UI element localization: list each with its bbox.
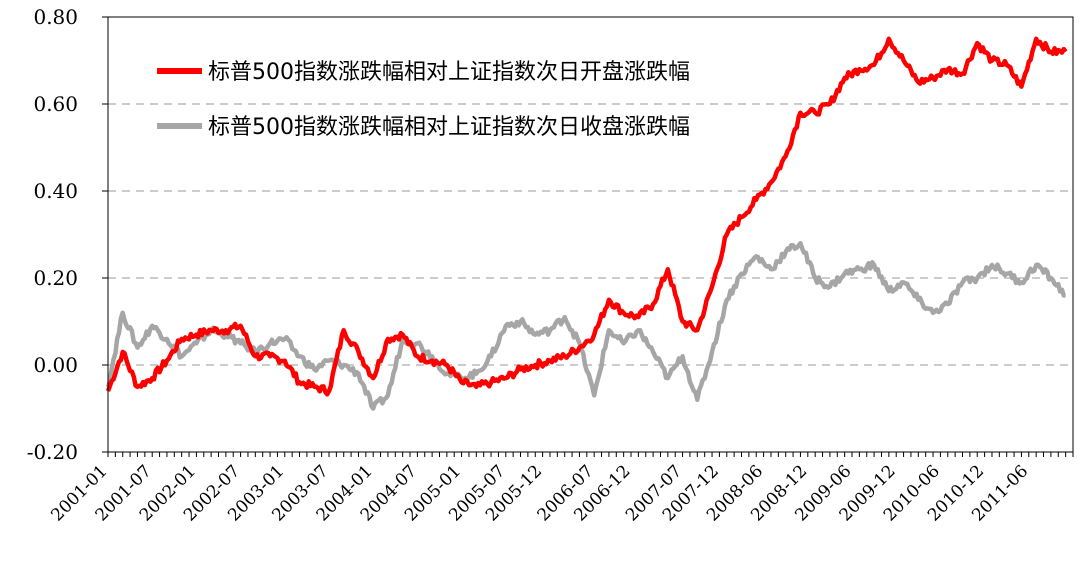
legend-item-open: 标普500指数涨跌幅相对上证指数次日开盘涨跌幅 (157, 60, 690, 85)
series-line-close (105, 240, 1067, 411)
series-line-open (105, 36, 1068, 397)
y-tick-label: 0.40 (33, 179, 78, 203)
legend-label-open: 标普500指数涨跌幅相对上证指数次日开盘涨跌幅 (208, 60, 690, 85)
legend-label-close: 标普500指数涨跌幅相对上证指数次日收盘涨跌幅 (208, 115, 690, 140)
y-axis: 0.80 0.60 0.40 0.20 0.00 -0.20 (27, 5, 108, 464)
x-axis: 2001-012001-072002-012002-072003-012003-… (47, 452, 1074, 525)
legend-item-close: 标普500指数涨跌幅相对上证指数次日收盘涨跌幅 (157, 115, 690, 140)
series-lines (105, 36, 1068, 411)
y-tick-label: 0.00 (33, 353, 78, 377)
y-tick-label: -0.20 (27, 440, 78, 464)
y-tick-label: 0.60 (33, 92, 78, 116)
y-tick-label: 0.20 (33, 266, 78, 290)
legend: 标普500指数涨跌幅相对上证指数次日开盘涨跌幅 标普500指数涨跌幅相对上证指数… (157, 60, 690, 140)
gridlines (108, 103, 1073, 366)
plot-frame (107, 16, 1074, 453)
y-tick-label: 0.80 (33, 5, 78, 29)
